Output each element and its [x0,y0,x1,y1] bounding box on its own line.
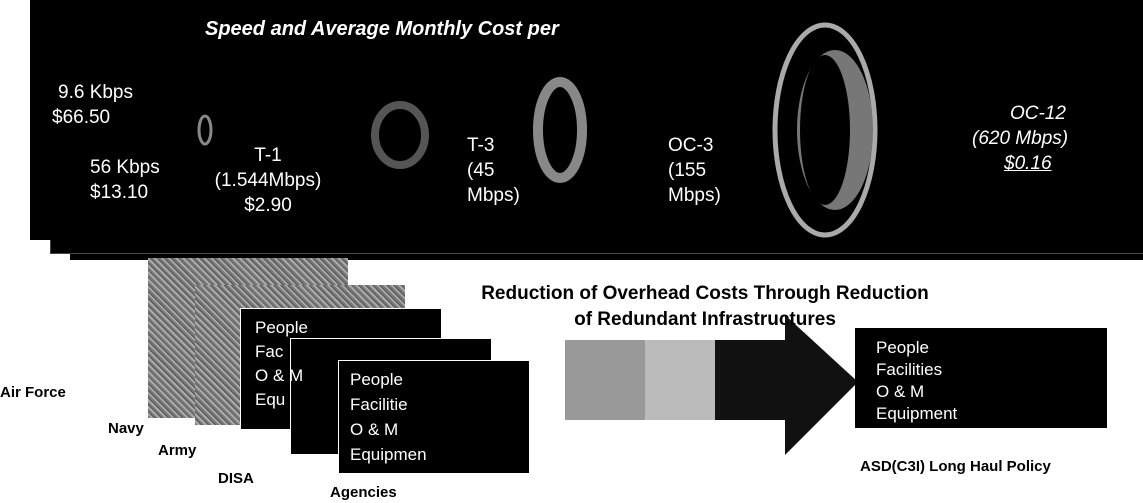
tier-cost: $2.90 [244,195,292,217]
card-item: Fac [255,342,283,362]
agency-label: DISA [218,470,254,487]
card-item: Facilities [876,360,942,380]
card-item: People [255,318,308,338]
page: Speed and Average Monthly Cost per 9.6 K… [0,0,1143,503]
headline: Reduction of Overhead Costs Through Redu… [481,283,929,305]
agency-label: Agencies [330,484,397,501]
card-item: People [876,338,929,358]
card-item: Equipment [876,404,957,424]
tier-detail: (620 Mbps) [972,128,1068,150]
tier-cost: $13.10 [90,182,148,204]
headline: of Redundant Infrastructures [574,309,836,331]
tier-cost: $66.50 [52,107,110,129]
tier-detail: (45 [467,160,494,182]
arrow-segment [645,340,715,420]
tier-speed: 9.6 Kbps [58,82,133,104]
ring [800,55,850,205]
tier-speed: T-1 [254,145,281,167]
card-item: Equipmen [350,445,427,465]
arrow-segment [565,340,645,420]
tier-detail2: Mbps) [467,185,520,207]
tier-detail: (1.544Mbps) [215,170,322,192]
card-item: People [350,370,403,390]
arrow-segment [715,340,785,420]
ring [538,82,582,178]
card-item: O & M [255,366,303,386]
tier-detail2: Mbps) [668,185,721,207]
card-item: O & M [350,420,398,440]
card-item: Equ [255,390,285,410]
tier-detail: (155 [668,160,706,182]
banner-title: Speed and Average Monthly Cost per [205,18,559,41]
ring [199,116,211,144]
tier-cost: $0.16 [1004,153,1052,175]
agency-label: Army [158,442,196,459]
arrow-head [785,315,858,455]
tier-speed: OC-12 [1010,103,1066,125]
card-item: Facilitie [350,395,408,415]
card-item: O & M [876,382,924,402]
arrow [560,310,870,460]
tier-speed: OC-3 [668,135,713,157]
tier-speed: 56 Kbps [90,157,160,179]
agency-label: Air Force [0,384,66,401]
agency-label: Navy [108,420,144,437]
tier-speed: T-3 [467,135,494,157]
ring [375,105,425,165]
consolidated-label: ASD(C3I) Long Haul Policy [860,458,1051,475]
